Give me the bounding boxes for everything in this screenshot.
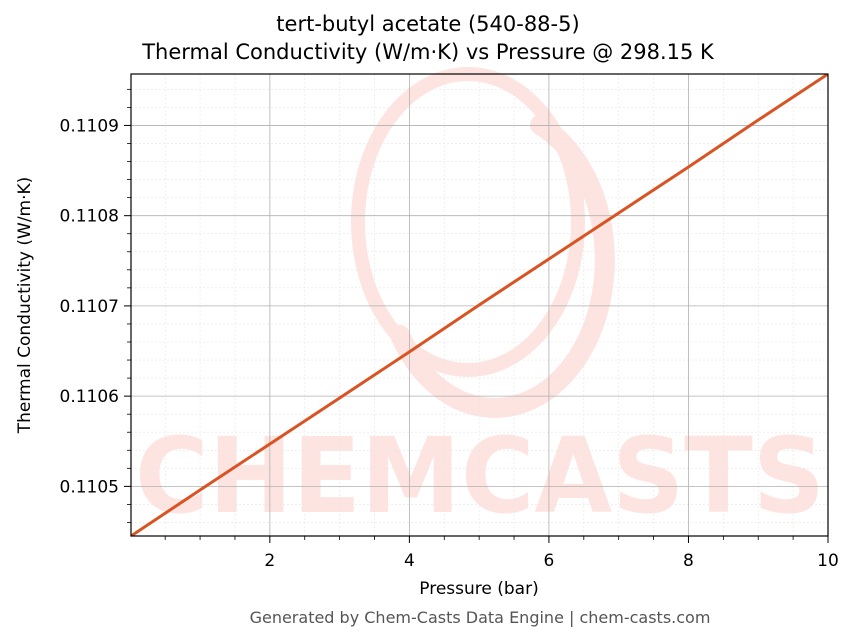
x-tick-label: 10 <box>817 551 839 571</box>
chart-title: tert-butyl acetate (540-88-5) <box>276 12 580 36</box>
y-tick-label: 0.1106 <box>60 387 119 407</box>
watermark-text: CHEMCASTS <box>135 415 825 537</box>
x-tick-label: 6 <box>544 551 555 571</box>
footer-credit: Generated by Chem-Casts Data Engine | ch… <box>249 608 711 627</box>
y-tick-label: 0.1108 <box>60 207 119 227</box>
series-layer <box>131 74 828 536</box>
axis-ticks <box>124 88 829 543</box>
y-tick-label: 0.1105 <box>60 477 119 497</box>
y-tick-label: 0.1107 <box>60 297 119 317</box>
y-axis-label: Thermal Conductivity (W/m·K) <box>15 177 35 435</box>
y-tick-labels: 0.1105 0.1106 0.1107 0.1108 0.1109 <box>60 116 119 497</box>
x-axis-label: Pressure (bar) <box>419 579 538 599</box>
x-tick-labels: 2 4 6 8 10 <box>264 551 838 571</box>
watermark-logo <box>351 67 615 418</box>
x-tick-label: 8 <box>683 551 694 571</box>
x-tick-label: 2 <box>264 551 275 571</box>
series-line <box>131 74 828 536</box>
x-tick-label: 4 <box>404 551 415 571</box>
watermark: CHEMCASTS <box>135 67 825 537</box>
y-tick-label: 0.1109 <box>60 116 119 136</box>
minor-grid <box>131 74 828 536</box>
chart-subtitle: Thermal Conductivity (W/m·K) vs Pressure… <box>142 40 714 64</box>
